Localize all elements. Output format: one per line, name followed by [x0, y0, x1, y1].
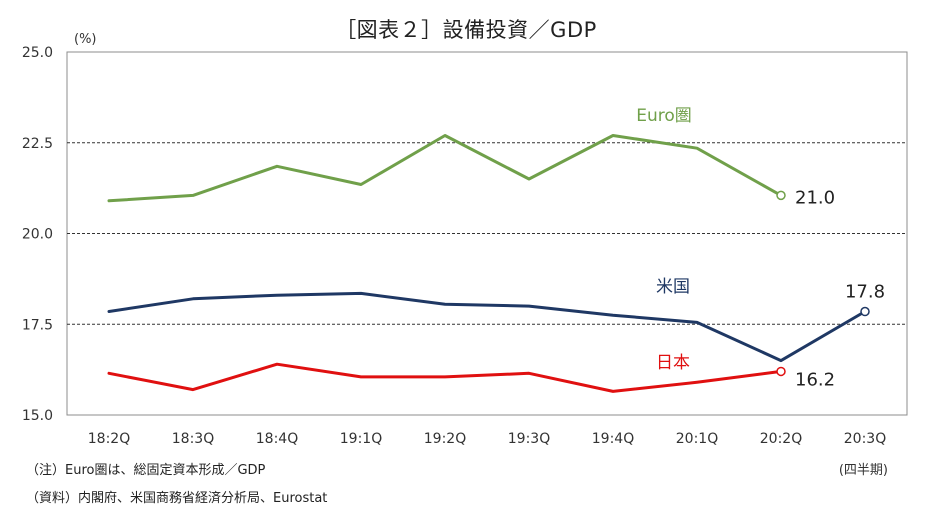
y-axis-unit-label: (%): [74, 32, 97, 47]
chart-title: ［図表２］設備投資／GDP: [335, 18, 597, 42]
x-tick-label: 20:1Q: [676, 431, 718, 447]
end-point-marker: [776, 190, 786, 201]
series-line-1: [107, 291, 867, 363]
end-value-label: 16.2: [795, 369, 835, 390]
series-name-label: Euro圏: [636, 106, 692, 126]
x-tick-label: 19:4Q: [592, 431, 634, 447]
y-tick-label: 20.0: [22, 227, 53, 243]
y-tick-label: 15.0: [22, 408, 53, 424]
x-tick-label: 19:2Q: [424, 431, 466, 447]
series-name-label: 米国: [656, 277, 690, 297]
series-line-2: [107, 362, 783, 393]
end-value-label: 21.0: [795, 187, 835, 208]
x-tick-label: 20:2Q: [760, 431, 802, 447]
x-tick-label: 19:1Q: [340, 431, 382, 447]
x-tick-label: 18:4Q: [256, 431, 298, 447]
series-name-label: 日本: [656, 353, 690, 373]
x-axis-unit-label: (四半期): [838, 463, 888, 478]
x-tick-label: 20:3Q: [844, 431, 886, 447]
end-point-marker: [776, 366, 786, 377]
x-tick-label: 19:3Q: [508, 431, 550, 447]
y-tick-label: 25.0: [22, 45, 53, 61]
y-tick-label: 22.5: [22, 136, 53, 152]
note-2: （資料）内閣府、米国商務省経済分析局、Eurostat: [26, 491, 328, 506]
note-1: （注）Euro圏は、総固定資本形成／GDP: [26, 463, 266, 478]
x-tick-label: 18:3Q: [172, 431, 214, 447]
x-tick-label: 18:2Q: [88, 431, 130, 447]
y-tick-label: 17.5: [22, 317, 53, 333]
series-line-0: [107, 134, 783, 203]
end-value-label: 17.8: [845, 282, 885, 303]
end-point-marker: [860, 306, 870, 317]
